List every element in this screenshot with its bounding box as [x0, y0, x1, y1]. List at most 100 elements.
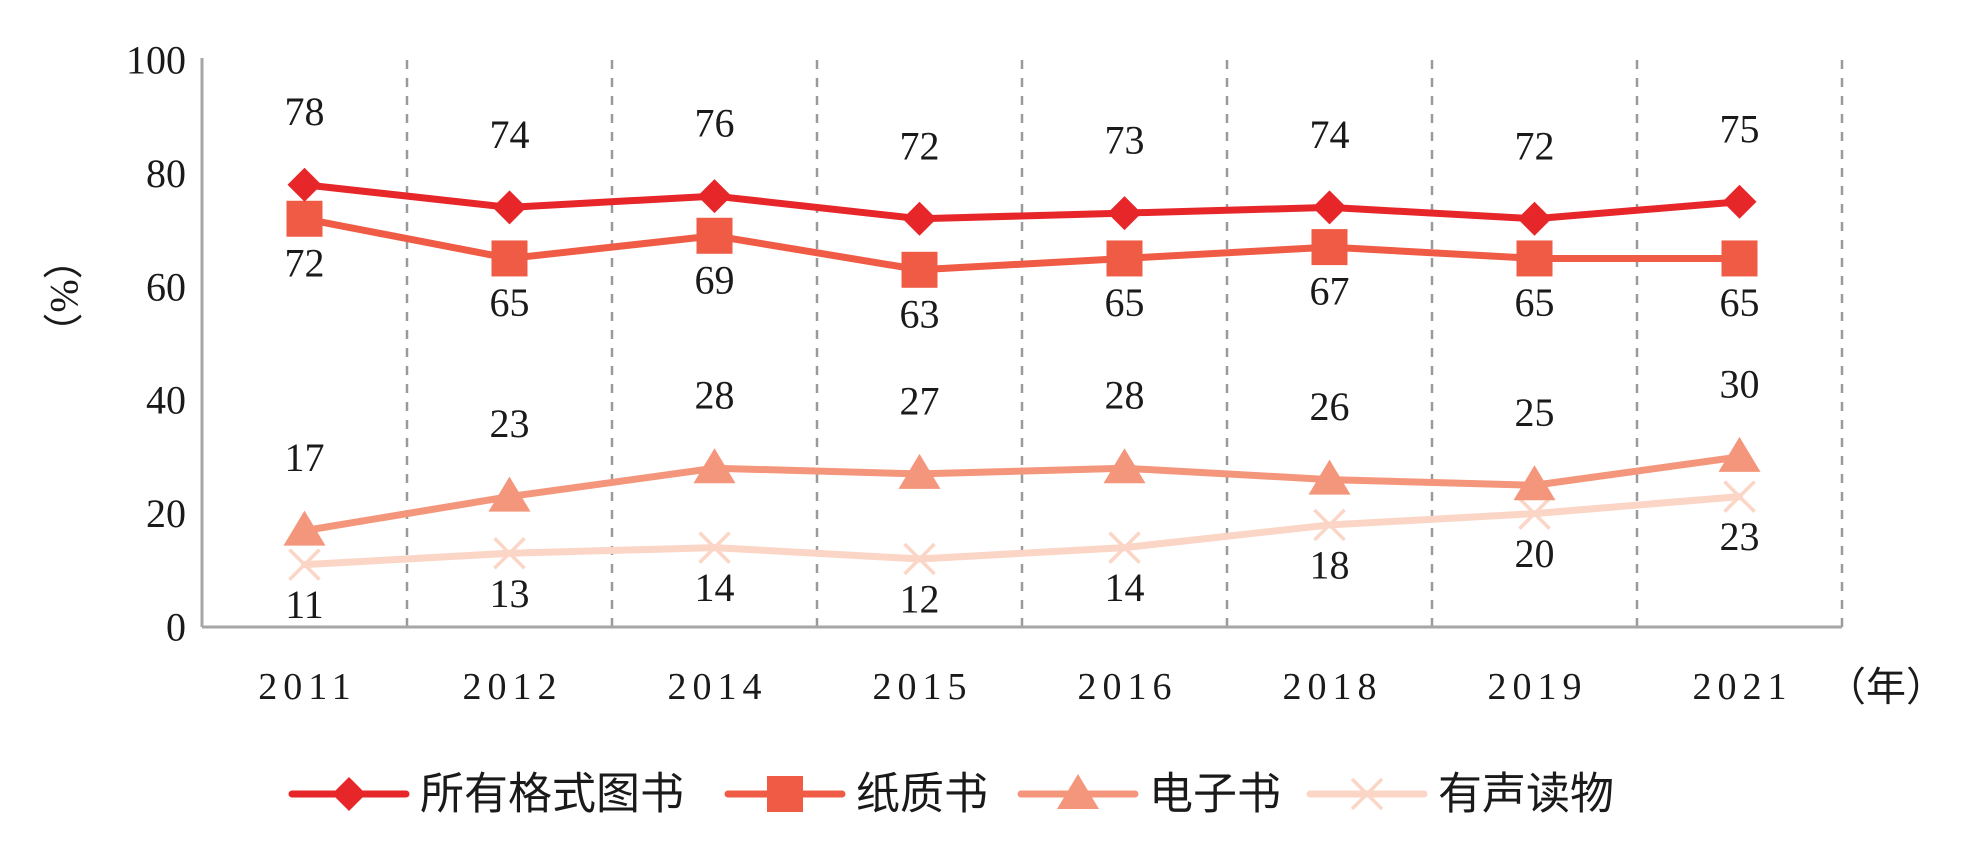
x-tick-label: 2012	[463, 666, 563, 708]
series-0-data-label: 74	[1310, 112, 1350, 157]
series-2-point-2021	[1718, 436, 1761, 472]
series-1-data-label: 67	[1310, 269, 1350, 314]
series-1-point-2014	[696, 217, 733, 254]
series-1-line	[301, 215, 1743, 274]
legend-marker-0	[332, 777, 366, 811]
series-1-point-2019	[1516, 240, 1553, 277]
y-tick-label: 100	[126, 38, 186, 83]
series-0-line	[301, 181, 1743, 223]
series-0-point-2015	[902, 201, 937, 236]
series-1-data-label: 72	[285, 240, 325, 285]
y-tick-label: 20	[146, 491, 186, 536]
series-1-data-label: 63	[900, 291, 940, 336]
series-0-data-label: 76	[695, 101, 735, 146]
series-3-point-2016	[1108, 531, 1141, 564]
series-3-point-2014	[698, 531, 731, 564]
series-2-point-2016	[1103, 448, 1146, 484]
series-0-data-label: 73	[1105, 118, 1145, 163]
series-0-point-2018	[1312, 190, 1347, 225]
axes	[200, 58, 1842, 629]
series-3-data-label: 20	[1515, 531, 1555, 576]
series-3-data-label: 23	[1720, 514, 1760, 559]
series-3-data-label: 12	[900, 576, 940, 621]
legend-item-3: 有声读物	[1306, 770, 1614, 819]
series-2-data-label: 30	[1720, 361, 1760, 406]
series-3-point-2012	[493, 537, 526, 570]
series-0-point-2014	[697, 179, 732, 214]
series-1-data-label: 65	[1105, 280, 1145, 325]
series-0-point-2016	[1107, 196, 1142, 231]
x-tick-label: 2014	[668, 666, 768, 708]
series-2-data-label: 26	[1310, 384, 1350, 429]
series-0-point-2011	[287, 167, 322, 202]
series-2-point-2015	[898, 453, 941, 489]
legend-label-3: 有声读物	[1438, 770, 1614, 819]
series-2-data-label: 23	[490, 401, 530, 446]
data-labels: 78 74 76 72 73 74 72 75 72 65 69 63 65 67 65 65 17 23 28 27…	[285, 89, 1760, 627]
legend-item-0: 所有格式图书	[288, 770, 684, 819]
x-tick-label: 2018	[1283, 666, 1383, 708]
series-3-point-2011	[288, 548, 321, 581]
legend-label-1: 纸质书	[856, 770, 988, 819]
series-2-point-2014	[693, 448, 736, 484]
y-tick-label: 60	[146, 264, 186, 309]
series-1-point-2018	[1311, 229, 1348, 266]
series-2	[283, 436, 1761, 546]
series-0-data-label: 74	[490, 112, 530, 157]
series-3-data-label: 11	[285, 582, 324, 627]
series-3-data-label: 18	[1310, 542, 1350, 587]
legend-label-0: 所有格式图书	[420, 770, 684, 819]
series-2-data-label: 25	[1515, 390, 1555, 435]
series-2-data-label: 27	[900, 378, 940, 423]
x-axis-unit: （年）	[1826, 665, 1946, 710]
series-1-data-label: 65	[1720, 280, 1760, 325]
series-1-point-2012	[491, 240, 528, 277]
series-1	[286, 200, 1758, 288]
y-axis-unit: （%）	[42, 239, 87, 352]
y-tick-label: 80	[146, 151, 186, 196]
series-3-point-2021	[1723, 480, 1756, 513]
series-2-point-2011	[283, 510, 326, 546]
x-tick-label: 2021	[1693, 666, 1793, 708]
legend-item-1: 纸质书	[724, 770, 988, 819]
legend-label-2: 电子书	[1149, 770, 1281, 819]
y-tick-label: 40	[146, 378, 186, 423]
legend-marker-2	[1057, 774, 1099, 809]
series-3	[288, 480, 1756, 581]
series-1-point-2011	[286, 200, 323, 237]
series-2-point-2018	[1308, 459, 1351, 495]
series-2-data-label: 28	[1105, 373, 1145, 418]
legend-marker-3	[1350, 777, 1384, 811]
series-0-data-label: 72	[1515, 123, 1555, 168]
series-0-data-label: 75	[1720, 106, 1760, 151]
vertical-gridlines	[405, 60, 1844, 627]
series-3-line	[301, 493, 1743, 569]
series-3-point-2019	[1518, 497, 1551, 530]
legend: 所有格式图书 纸质书 电子书 有声读物	[288, 770, 1614, 819]
series-0-point-2021	[1722, 184, 1757, 219]
series-3-data-label: 13	[490, 571, 530, 616]
x-tick-label: 2016	[1078, 666, 1178, 708]
series-0-data-label: 78	[285, 89, 325, 134]
x-tick-label: 2015	[873, 666, 973, 708]
x-tick-label: 2019	[1488, 666, 1588, 708]
series-2-point-2012	[488, 476, 531, 512]
series-lines	[283, 167, 1761, 581]
series-1-point-2016	[1106, 240, 1143, 277]
series-0-point-2019	[1517, 201, 1552, 236]
legend-item-2: 电子书	[1017, 770, 1281, 819]
series-1-point-2015	[901, 251, 938, 288]
series-1-point-2021	[1721, 240, 1758, 277]
series-3-point-2015	[903, 542, 936, 576]
series-1-data-label: 65	[490, 280, 530, 325]
series-2-line	[301, 453, 1743, 535]
series-2-data-label: 28	[695, 373, 735, 418]
series-0-point-2012	[492, 190, 527, 225]
x-tick-label: 2011	[258, 666, 357, 708]
legend-marker-1	[767, 776, 803, 812]
series-0-data-label: 72	[900, 123, 940, 168]
y-tick-label: 0	[166, 605, 186, 650]
